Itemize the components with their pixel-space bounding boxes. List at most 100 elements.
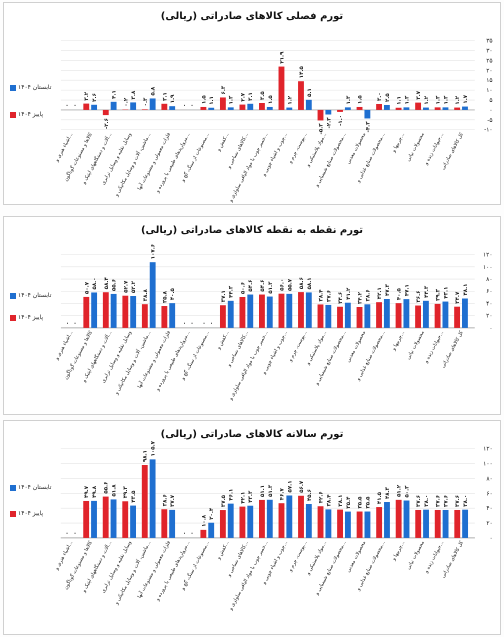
bar-series-b — [356, 306, 363, 328]
data-label: ۴۰.۵ — [397, 287, 403, 300]
data-label: ۳۷.۶ — [326, 290, 332, 302]
data-label: ۱۰۵.۷ — [151, 440, 157, 456]
legend-b: پاییز ۱۴۰۴ — [10, 510, 43, 517]
data-label: ۵۶.۰ — [279, 279, 285, 291]
data-label: ۴۸.۱ — [463, 284, 469, 296]
bar-series-a — [422, 300, 429, 328]
category-label: خمیر چوب یا مواد الیافی سلولزی و… — [227, 330, 269, 402]
data-label: ۱.۲ — [287, 95, 293, 104]
bar-series-b — [122, 295, 129, 328]
legend-a-label: تابستان ۱۴۰۴ — [18, 84, 52, 91]
bar-series-a — [149, 459, 156, 538]
y-tick-label: -۵ — [487, 117, 492, 124]
legend-swatch-red — [10, 510, 16, 517]
bar-series-b — [317, 506, 324, 538]
data-label: ۱.۱ — [209, 96, 215, 105]
bar-series-b — [454, 107, 461, 110]
data-label: ۱.۳ — [346, 95, 352, 104]
category-label: چربیها و… — [390, 330, 406, 353]
bar-series-a — [149, 262, 156, 328]
bar-series-a — [169, 303, 176, 328]
chart-title: تورم نقطه به نقطه کالاهای صادراتی (ریالی… — [140, 225, 364, 236]
data-label: ۵۲.۲ — [131, 280, 137, 293]
data-label: ۴۰.۵ — [170, 287, 176, 300]
data-label: ۴۶.۷ — [279, 488, 285, 501]
legend-swatch-blue — [10, 84, 16, 91]
data-label: ۵۵.۶ — [112, 279, 118, 291]
data-label: ۱.۳ — [436, 95, 442, 104]
bar-series-b — [122, 501, 129, 538]
data-label: ۵.۱ — [307, 88, 313, 97]
legend-a-label: تابستان ۱۴۰۴ — [18, 292, 52, 299]
bar-series-b — [219, 97, 226, 110]
data-label: ۳۷.۶ — [444, 495, 450, 507]
bar-series-b — [259, 499, 265, 538]
y-tick-label: ۲۰ — [486, 67, 492, 74]
category-label: محصولات معدنی — [346, 132, 368, 166]
y-tick-label: -۱۰ — [484, 127, 493, 134]
bar-series-b — [200, 529, 207, 538]
category-label: فلزات معمولی و مصنوعات آنها — [136, 540, 172, 600]
data-label: ۳۸.۶ — [365, 289, 371, 301]
bar-series-b — [356, 511, 363, 538]
data-label: ۳۵.۴ — [346, 496, 352, 509]
data-label: ۴۴.۳ — [424, 285, 430, 298]
data-label: ۵.۸ — [151, 86, 157, 95]
data-label: ۴۹.۳ — [123, 486, 129, 499]
bar-series-a — [423, 509, 429, 538]
bar-series-a — [383, 104, 390, 110]
data-label: ۳۹.۳ — [436, 288, 442, 301]
bar-series-b — [239, 104, 246, 110]
bar-series-b — [434, 107, 441, 110]
chart-title: تورم فصلی کالاهای صادراتی (ریالی) — [160, 11, 344, 22]
data-label: ۰ — [65, 104, 71, 107]
data-label: ۵۸.۱ — [307, 277, 313, 289]
bar-series-b — [278, 293, 285, 328]
bar-series-a — [364, 109, 371, 119]
bar-series-a — [305, 99, 312, 110]
data-label: ۳.۷ — [416, 90, 422, 99]
data-label: ۱.۵ — [201, 95, 207, 104]
legend-a: تابستان ۱۴۰۴ — [10, 84, 51, 91]
category-label: ماشین، آلات و وسایل مکانیکی و… — [112, 539, 152, 606]
bar-series-a — [169, 509, 176, 538]
data-label: ۴۲.۶ — [319, 491, 325, 503]
data-label: ۰.۳ — [143, 97, 149, 106]
data-label: ۰ — [73, 104, 79, 107]
bar-series-b — [356, 106, 363, 110]
data-label: ۴۶.۱ — [229, 489, 235, 501]
data-label: ۰ — [201, 322, 207, 325]
data-label: ۵۸.۰ — [92, 277, 98, 289]
data-label: ۵۲.۷ — [123, 280, 129, 293]
category-label: پوست، چرم و… — [287, 330, 309, 364]
legend-b-label: پاییز ۱۴۰۴ — [18, 510, 44, 517]
category-label: فلزات معمولی و مصنوعات آنها — [136, 329, 172, 389]
bar-series-a — [110, 499, 117, 538]
data-label: ۰ — [65, 532, 71, 535]
data-label: ۰ — [72, 532, 78, 535]
bar-series-a — [344, 302, 351, 328]
data-label: ۳۷.۷ — [170, 494, 176, 507]
bar-series-a — [247, 294, 254, 328]
bar-series-a — [325, 109, 332, 115]
data-label: ۴۳.۳ — [248, 490, 254, 503]
data-label: ۳۶.۶ — [416, 291, 422, 303]
data-label: ۳.۸ — [131, 90, 137, 99]
data-label: ۵۵.۷ — [287, 278, 293, 291]
bar-series-b — [83, 500, 90, 538]
data-label: ۲۰.۴ — [209, 507, 215, 520]
bar-series-a — [266, 106, 273, 110]
data-label: ۰ — [190, 532, 196, 535]
bar-series-a — [286, 107, 293, 110]
data-label: ۳۸.۱ — [338, 495, 344, 507]
y-tick-label: ۱۰۰ — [483, 264, 493, 271]
data-label: ۴۵.۶ — [307, 489, 313, 501]
data-label: ۳۸.۰ — [463, 495, 469, 507]
bar-series-a — [403, 107, 410, 110]
data-label: ۳۴.۲ — [358, 291, 364, 304]
chart-panel-annual: تورم سالانه کالاهای صادراتی (ریالی) تابس… — [3, 420, 501, 635]
category-label: خمیر چوب یا مواد الیافی سلولزی و… — [227, 540, 269, 612]
y-tick-label: ۸۰ — [486, 475, 492, 482]
bar-series-b — [395, 499, 402, 538]
